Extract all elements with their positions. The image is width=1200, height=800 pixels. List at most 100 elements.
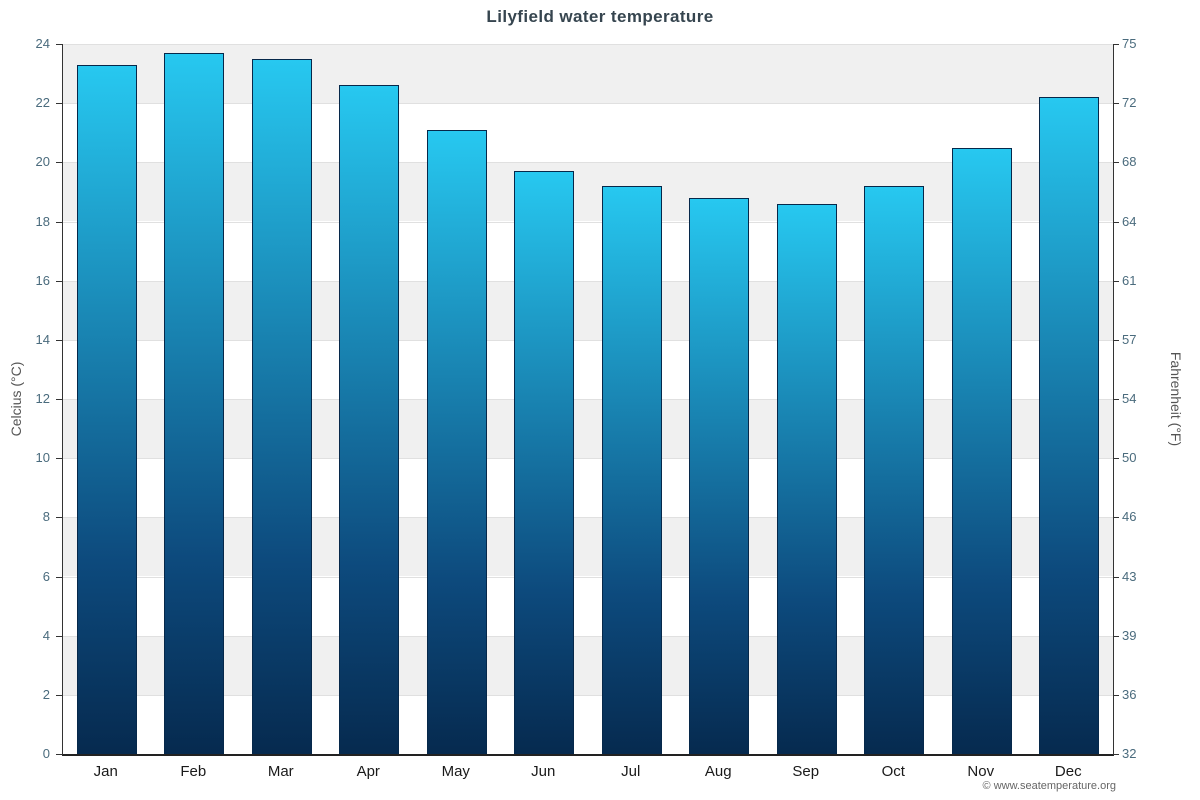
plot-band: [63, 162, 1113, 222]
ytick-fahrenheit-36: 36: [1122, 686, 1137, 702]
plot-band: [63, 44, 1113, 104]
bar-may[interactable]: [426, 129, 487, 754]
ytick-fahrenheit-57: 57: [1122, 331, 1137, 347]
tick-mark-left: [56, 162, 62, 164]
ytick-celsius-14: 14: [35, 331, 50, 347]
bar-feb[interactable]: [164, 52, 225, 754]
tick-mark-right: [1113, 162, 1119, 164]
ytick-celsius-6: 6: [42, 568, 50, 584]
tick-mark-left: [56, 754, 62, 755]
ytick-fahrenheit-39: 39: [1122, 627, 1137, 643]
ytick-fahrenheit-46: 46: [1122, 509, 1137, 525]
plot-band: [63, 635, 1113, 695]
xtick-jul: Jul: [621, 763, 641, 780]
xtick-nov: Nov: [967, 763, 995, 780]
ytick-fahrenheit-68: 68: [1122, 154, 1137, 170]
tick-mark-left: [56, 576, 62, 578]
bar-aug[interactable]: [689, 197, 750, 754]
tick-mark-left: [56, 517, 62, 519]
tick-mark-right: [1113, 399, 1119, 400]
xtick-dec: Dec: [1054, 763, 1082, 780]
plot-area: [62, 44, 1114, 756]
tick-mark-right: [1113, 339, 1119, 341]
bar-jan[interactable]: [76, 64, 137, 754]
tick-mark-right: [1113, 280, 1119, 282]
xtick-may: May: [441, 763, 470, 780]
xtick-mar: Mar: [267, 763, 294, 780]
xtick-apr: Apr: [356, 763, 380, 780]
plot-band: [63, 103, 1113, 163]
ytick-fahrenheit-61: 61: [1122, 272, 1137, 288]
gridline: [63, 44, 1113, 45]
gridline: [63, 517, 1113, 518]
tick-mark-left: [56, 458, 62, 460]
gridline: [63, 340, 1113, 341]
bar-jul[interactable]: [601, 186, 662, 754]
xtick-sep: Sep: [792, 763, 820, 780]
y-axis-label-fahrenheit: Fahrenheit (°F): [1168, 351, 1184, 447]
ytick-celsius-18: 18: [35, 213, 50, 229]
ytick-fahrenheit-72: 72: [1122, 95, 1137, 111]
ytick-celsius-0: 0: [42, 746, 50, 761]
ytick-celsius-24: 24: [35, 36, 50, 51]
tick-mark-left: [56, 399, 62, 400]
ytick-celsius-2: 2: [42, 686, 50, 702]
tick-mark-right: [1113, 103, 1119, 105]
plot-band: [63, 517, 1113, 577]
ytick-fahrenheit-43: 43: [1122, 568, 1137, 584]
ytick-celsius-8: 8: [42, 509, 50, 525]
tick-mark-right: [1113, 576, 1119, 578]
tick-mark-right: [1113, 458, 1119, 460]
tick-mark-right: [1113, 221, 1119, 223]
gridline: [63, 695, 1113, 696]
tick-mark-right: [1113, 635, 1119, 637]
ytick-celsius-22: 22: [35, 95, 50, 111]
ytick-celsius-10: 10: [35, 450, 50, 466]
ytick-fahrenheit-54: 54: [1122, 391, 1137, 406]
ytick-celsius-20: 20: [35, 154, 50, 170]
ytick-fahrenheit-75: 75: [1122, 36, 1137, 51]
tick-mark-right: [1113, 44, 1119, 45]
tick-mark-left: [56, 280, 62, 282]
tick-mark-left: [56, 635, 62, 637]
bar-apr[interactable]: [339, 85, 400, 754]
xtick-jan: Jan: [93, 763, 118, 780]
plot-band: [63, 221, 1113, 281]
gridline: [63, 636, 1113, 637]
tick-mark-left: [56, 221, 62, 223]
xtick-oct: Oct: [881, 763, 905, 780]
gridline: [63, 103, 1113, 104]
bar-sep[interactable]: [776, 203, 837, 754]
tick-mark-left: [56, 339, 62, 341]
tick-mark-right: [1113, 694, 1119, 696]
xtick-aug: Aug: [704, 763, 732, 780]
ytick-celsius-4: 4: [42, 627, 50, 643]
tick-mark-left: [56, 694, 62, 696]
plot-band: [63, 576, 1113, 636]
ytick-fahrenheit-32: 32: [1122, 746, 1137, 761]
chart-title: Lilyfield water temperature: [486, 7, 714, 26]
plot-band: [63, 399, 1113, 459]
plot-band: [63, 339, 1113, 399]
tick-mark-right: [1113, 517, 1119, 519]
ytick-celsius-16: 16: [35, 272, 50, 288]
gridline: [63, 577, 1113, 578]
bar-jun[interactable]: [514, 171, 575, 754]
copyright-credit: © www.seatemperature.org: [982, 780, 1116, 792]
gridline: [63, 399, 1113, 400]
plot-band: [63, 694, 1113, 754]
bar-oct[interactable]: [864, 186, 925, 754]
bar-nov[interactable]: [951, 147, 1012, 754]
bar-mar[interactable]: [251, 58, 312, 754]
gridline: [63, 222, 1113, 223]
plot-band: [63, 280, 1113, 340]
ytick-fahrenheit-50: 50: [1122, 450, 1137, 466]
tick-mark-right: [1113, 754, 1119, 755]
tick-mark-left: [56, 103, 62, 105]
plot-band: [63, 458, 1113, 518]
gridline: [63, 281, 1113, 282]
ytick-fahrenheit-64: 64: [1122, 213, 1137, 229]
ytick-celsius-12: 12: [35, 391, 50, 406]
bar-dec[interactable]: [1039, 97, 1100, 754]
